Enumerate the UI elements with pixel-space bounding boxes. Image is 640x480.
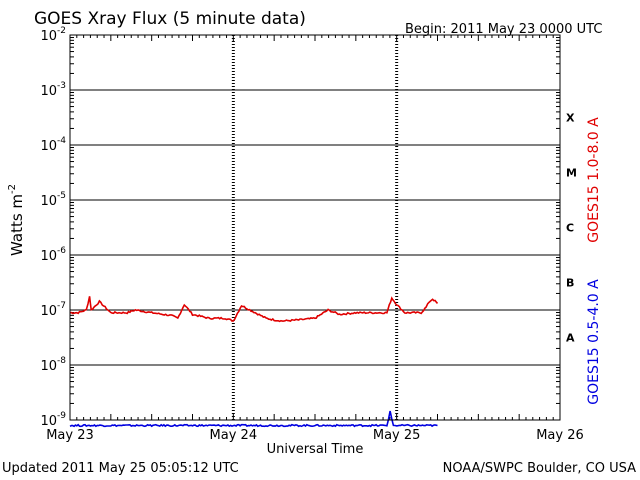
y-tick-base: 10 — [40, 359, 57, 374]
y-tick-exp: -6 — [57, 246, 66, 256]
y-tick-base: 10 — [40, 249, 57, 264]
flare-class-x: X — [566, 112, 575, 125]
y-tick-base: 10 — [40, 84, 57, 99]
legend-entry: GOES15 1.0-8.0 A — [586, 117, 602, 243]
legend-entry: GOES15 0.5-4.0 A — [586, 279, 602, 405]
y-tick-label: 10-3 — [40, 81, 66, 99]
y-tick-exp: -5 — [57, 191, 66, 201]
y-tick-base: 10 — [40, 304, 57, 319]
y-tick-base: 10 — [40, 194, 57, 209]
y-tick-label: 10-5 — [40, 191, 66, 209]
y-tick-label: 10-8 — [40, 356, 66, 374]
y-tick-exp: -8 — [57, 356, 66, 366]
flare-class-a: A — [566, 332, 575, 345]
x-tick-label: May 25 — [373, 428, 421, 443]
y-tick-label: 10-6 — [40, 246, 66, 264]
series-line-long — [69, 296, 439, 323]
flare-class-c: C — [566, 222, 574, 235]
grid-lines — [70, 35, 560, 420]
chart-title: GOES Xray Flux (5 minute data) — [34, 9, 306, 29]
x-tick-label: May 26 — [536, 428, 584, 443]
y-tick-exp: -3 — [57, 81, 66, 91]
y-axis-label-exp: -2 — [7, 184, 18, 194]
flare-class-m: M — [566, 167, 577, 180]
flare-class-labels: X M C B A — [566, 112, 577, 345]
begin-label: Begin: 2011 May 23 0000 UTC — [405, 22, 602, 37]
y-tick-exp: -2 — [57, 26, 66, 36]
y-tick-label: 10-2 — [40, 26, 66, 44]
legend: GOES15 1.0-8.0 A GOES15 0.5-4.0 A — [586, 117, 602, 405]
x-tick-label: May 24 — [210, 428, 258, 443]
y-tick-label: 10-4 — [40, 136, 66, 154]
updated-timestamp: Updated 2011 May 25 05:05:12 UTC — [2, 461, 239, 476]
y-tick-label: 10-9 — [40, 411, 66, 429]
y-tick-exp: -4 — [57, 136, 66, 146]
x-axis-label: Universal Time — [267, 442, 364, 457]
y-tick-base: 10 — [40, 29, 57, 44]
y-tick-label: 10-7 — [40, 301, 66, 319]
y-tick-exp: -7 — [57, 301, 66, 311]
y-axis-label-base: Watts m — [8, 194, 26, 256]
flare-class-b: B — [566, 277, 574, 290]
y-tick-labels: 10-210-310-410-510-610-710-810-9 — [40, 26, 66, 429]
x-tick-label: May 23 — [46, 428, 94, 443]
plot-frame — [69, 34, 561, 421]
x-tick-labels: May 23 May 24 May 25 May 26 — [46, 428, 584, 443]
y-tick-base: 10 — [40, 414, 57, 429]
y-axis-label: Watts m-2 — [7, 184, 26, 256]
y-tick-exp: -9 — [57, 411, 66, 421]
series-line-short — [69, 410, 438, 428]
credit-label: NOAA/SWPC Boulder, CO USA — [443, 461, 636, 476]
series-lines — [69, 296, 439, 428]
y-tick-base: 10 — [40, 139, 57, 154]
